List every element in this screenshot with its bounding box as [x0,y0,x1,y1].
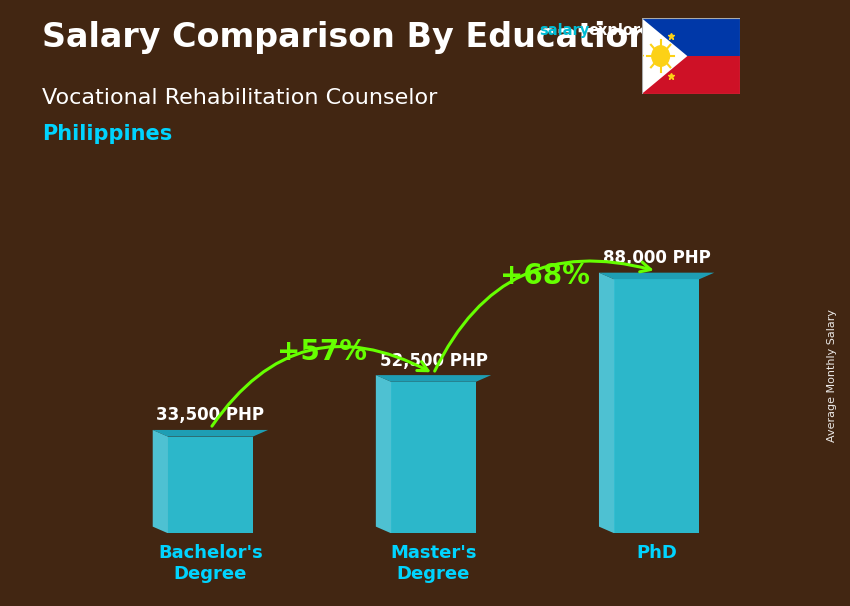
Polygon shape [376,375,391,533]
Polygon shape [599,273,714,279]
Polygon shape [153,430,268,436]
Bar [642,18,740,56]
Polygon shape [153,430,168,533]
Text: +57%: +57% [277,338,367,366]
Text: explorer: explorer [588,23,658,38]
Circle shape [652,46,670,66]
Text: 52,500 PHP: 52,500 PHP [380,351,487,370]
Text: Philippines: Philippines [42,124,173,144]
Polygon shape [376,375,491,382]
Text: 88,000 PHP: 88,000 PHP [603,249,711,267]
Polygon shape [391,382,476,533]
Polygon shape [615,279,699,533]
Text: Vocational Rehabilitation Counselor: Vocational Rehabilitation Counselor [42,88,438,108]
Bar [642,56,740,94]
Text: 33,500 PHP: 33,500 PHP [156,407,264,424]
Text: .com: .com [643,23,683,38]
Text: Salary Comparison By Education: Salary Comparison By Education [42,21,653,54]
Text: Average Monthly Salary: Average Monthly Salary [827,309,837,442]
Polygon shape [168,436,252,533]
Text: salary: salary [540,23,590,38]
Polygon shape [642,18,688,94]
Polygon shape [599,273,615,533]
Text: +68%: +68% [500,262,590,290]
